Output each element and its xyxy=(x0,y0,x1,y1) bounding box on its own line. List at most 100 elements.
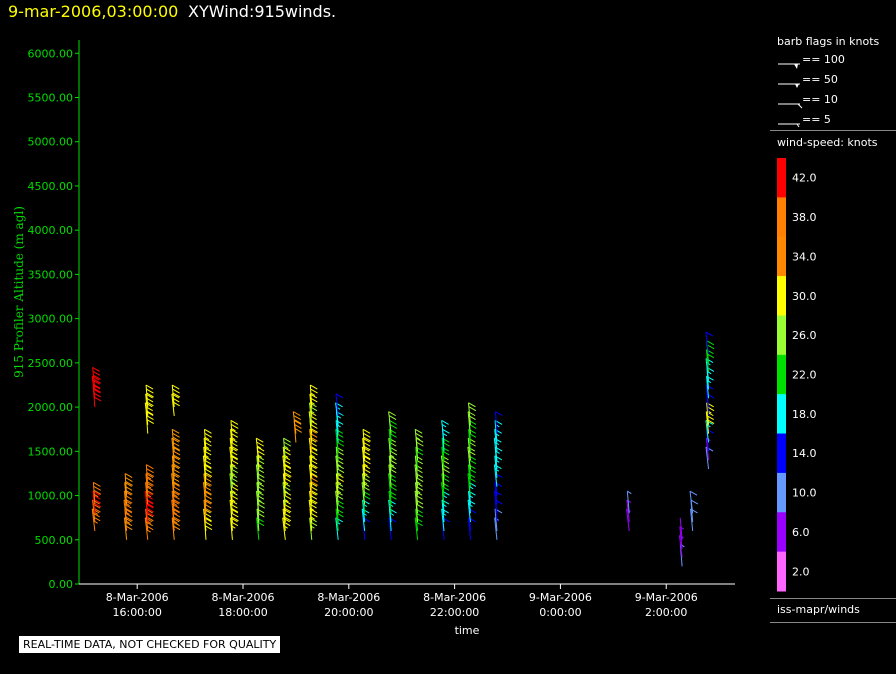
barb-feather xyxy=(172,436,181,442)
wind-barb xyxy=(203,490,213,514)
colorbar-label: 26.0 xyxy=(792,329,817,342)
wind-barbs xyxy=(91,331,715,567)
barb-staff xyxy=(414,491,419,514)
colorbar-label: 2.0 xyxy=(792,565,810,578)
x-tick-time: 20:00:00 xyxy=(324,606,373,619)
barb-legend: == 100 == 50 == 10 == 5 xyxy=(778,53,845,128)
barb-staff xyxy=(229,446,233,470)
barb-half-feather xyxy=(256,445,262,450)
barb-staff xyxy=(256,482,260,505)
barb-feather xyxy=(415,477,424,482)
y-tick-label: 5500.00 xyxy=(28,91,74,104)
x-tick-date: 8-Mar-2006 xyxy=(317,591,380,604)
barb-staff xyxy=(171,491,175,514)
barb-feather xyxy=(690,499,699,505)
barb-feather xyxy=(389,485,397,491)
colorbar-label: 22.0 xyxy=(792,369,817,382)
barb-feather xyxy=(125,516,133,522)
barb-staff xyxy=(229,464,233,487)
barb-staff xyxy=(335,402,339,425)
barb-staff xyxy=(335,473,339,496)
barb-staff xyxy=(335,455,339,478)
wind-barb xyxy=(171,384,181,408)
barb-staff xyxy=(626,500,630,523)
y-axis-label: 915 Profiler Altitude (m agl) xyxy=(12,206,26,378)
colorbar-segment xyxy=(777,236,786,277)
timestamp-title: 9-mar-2006,03:00:00 xyxy=(8,2,179,21)
barb-feather xyxy=(362,428,371,434)
barb-staff xyxy=(388,464,392,487)
wind-barb xyxy=(145,499,155,523)
barb-feather xyxy=(283,437,291,443)
barb-staff xyxy=(203,438,207,461)
barb-feather xyxy=(293,411,301,417)
barb-staff xyxy=(361,482,366,505)
wind-barb xyxy=(705,331,714,355)
wind-barb xyxy=(171,428,181,452)
barb-feather xyxy=(468,406,477,412)
barb-feather xyxy=(293,419,302,424)
barb-staff xyxy=(705,446,710,470)
barb-staff xyxy=(92,367,96,390)
barb-staff xyxy=(308,411,313,434)
wind-barb xyxy=(124,473,133,496)
wind-barb xyxy=(626,499,632,523)
barb-staff xyxy=(679,517,683,540)
colorbar-label: 6.0 xyxy=(792,526,810,539)
barb-staff xyxy=(282,500,286,523)
barb-staff xyxy=(626,491,630,514)
barb-staff xyxy=(441,473,445,496)
barb-feather xyxy=(705,331,714,337)
y-tick-label: 6000.00 xyxy=(28,47,74,60)
barb-staff xyxy=(494,420,498,443)
barb-legend-flag xyxy=(794,64,798,69)
barb-feather xyxy=(363,494,371,500)
barb-feather xyxy=(93,481,101,487)
barb-staff xyxy=(229,500,233,523)
barb-staff xyxy=(493,438,498,461)
barb-feather xyxy=(124,512,133,518)
barb-feather xyxy=(93,392,102,398)
barb-feather xyxy=(172,432,180,438)
y-tick-label: 500.00 xyxy=(35,534,74,547)
barb-feather xyxy=(389,423,398,429)
speed-legend-title: wind-speed: knots xyxy=(777,136,878,149)
barb-staff xyxy=(362,464,366,487)
barb-staff xyxy=(256,517,260,540)
legend-divider xyxy=(770,130,896,131)
barb-staff xyxy=(388,438,392,461)
wind-barb xyxy=(705,446,714,470)
wind-barb xyxy=(362,428,371,452)
barb-feather xyxy=(230,512,239,518)
barb-feather xyxy=(389,450,398,456)
barb-staff xyxy=(706,402,710,425)
barb-legend-title: barb flags in knots xyxy=(777,35,880,48)
barb-staff xyxy=(441,420,445,443)
barb-staff xyxy=(388,455,392,478)
barb-staff xyxy=(91,508,96,531)
barb-half-feather xyxy=(231,427,236,432)
barb-staff xyxy=(171,500,175,523)
barb-staff xyxy=(362,500,366,523)
barb-feather xyxy=(363,459,371,465)
barb-staff xyxy=(388,500,392,523)
barb-feather xyxy=(204,432,213,438)
barb-staff xyxy=(229,491,233,514)
x-tick-time: 22:00:00 xyxy=(430,606,479,619)
barb-feather xyxy=(124,473,133,478)
barb-feather xyxy=(146,415,154,421)
barb-feather xyxy=(204,525,213,531)
barb-feather xyxy=(93,378,102,384)
barb-feather xyxy=(363,432,371,438)
barb-staff xyxy=(202,482,207,505)
plot-name-title: XYWind:915winds. xyxy=(188,2,337,21)
barb-staff xyxy=(256,455,260,478)
barb-feather xyxy=(125,477,133,482)
barb-staff xyxy=(362,429,366,452)
quality-notice: REAL-TIME DATA, NOT CHECKED FOR QUALITY xyxy=(19,636,281,653)
barb-staff xyxy=(440,455,445,478)
barb-feather xyxy=(171,428,180,434)
barb-feather xyxy=(415,437,424,443)
barb-staff xyxy=(467,491,471,514)
barb-staff xyxy=(494,517,498,540)
